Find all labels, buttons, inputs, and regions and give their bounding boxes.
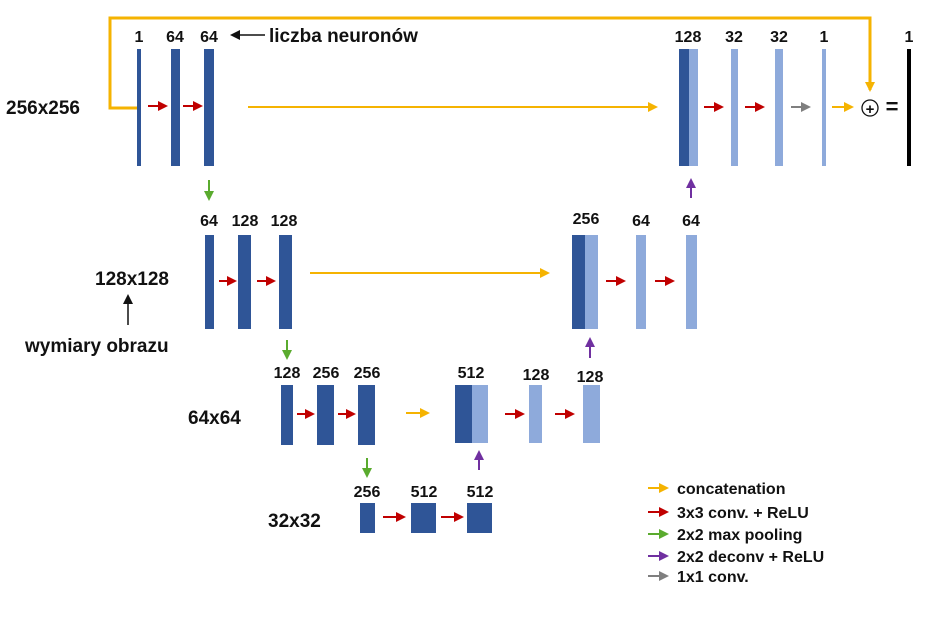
level-1-size-label: 256x256 [6, 98, 80, 119]
l4-channel-2: 512 [411, 484, 438, 501]
l1-enc-block-1 [137, 49, 141, 166]
level-2-size-label: 128x128 [95, 269, 169, 290]
l1-dec-channel-1: 128 [675, 29, 702, 46]
output-block [907, 49, 911, 166]
l1-dec-block-4 [822, 49, 826, 166]
neuron-count-note: liczba neuronów [269, 26, 418, 47]
l1-dec-channel-3: 32 [770, 29, 788, 46]
l2-enc-block-2 [238, 235, 251, 329]
l2-enc-block-3 [279, 235, 292, 329]
l2-dec-concat-light [585, 235, 598, 329]
legend: concatenation 3x3 conv. + ReLU 2x2 max p… [648, 481, 824, 586]
l1-dec-concat-light [689, 49, 698, 166]
l1-enc-block-2 [171, 49, 180, 166]
legend-pool-label: 2x2 max pooling [677, 527, 802, 544]
equals-sign: = [886, 94, 899, 119]
l4-block-1 [360, 503, 375, 533]
l2-dec-channel-2: 64 [632, 213, 650, 230]
l3-dec-concat-light [472, 385, 488, 443]
l2-dec-concat-dark [572, 235, 585, 329]
l3-dec-concat-dark [455, 385, 472, 443]
l4-block-2 [411, 503, 436, 533]
l1-dec-channel-4: 1 [820, 29, 829, 46]
residual-skip-arrow [108, 16, 875, 110]
l1-enc-channel-3: 64 [200, 29, 218, 46]
level-3-size-label: 64x64 [188, 408, 241, 429]
l2-enc-channel-1: 64 [200, 213, 218, 230]
l2-dec-channel-1: 256 [573, 211, 600, 228]
l2-enc-block-1 [205, 235, 214, 329]
legend-conv-label: 3x3 conv. + ReLU [677, 505, 809, 522]
l4-block-3 [467, 503, 492, 533]
l1-dec-block-3 [775, 49, 783, 166]
l3-dec-block-3 [583, 385, 600, 443]
l3-dec-channel-3: 128 [577, 369, 604, 386]
add-operator-icon: + [861, 99, 879, 118]
plus-sign: + [866, 101, 875, 118]
l3-enc-block-3 [358, 385, 375, 445]
l1-dec-concat-dark [679, 49, 689, 166]
l2-dec-channel-3: 64 [682, 213, 700, 230]
l2-enc-channel-3: 128 [271, 213, 298, 230]
legend-1x1-label: 1x1 conv. [677, 569, 749, 586]
l3-enc-channel-3: 256 [354, 365, 381, 382]
l3-dec-block-2 [529, 385, 542, 443]
l3-dec-channel-1: 512 [458, 365, 485, 382]
l1-enc-block-3 [204, 49, 214, 166]
l2-dec-block-3 [686, 235, 697, 329]
l2-dec-block-2 [636, 235, 646, 329]
l3-enc-channel-2: 256 [313, 365, 340, 382]
image-dims-note: wymiary obrazu [24, 336, 169, 357]
l4-channel-1: 256 [354, 484, 381, 501]
l1-enc-channel-1: 1 [135, 29, 144, 46]
l3-enc-channel-1: 128 [274, 365, 301, 382]
legend-concat-label: concatenation [677, 481, 785, 498]
l3-enc-block-2 [317, 385, 334, 445]
l1-dec-block-2 [731, 49, 738, 166]
l1-enc-channel-2: 64 [166, 29, 184, 46]
l4-channel-3: 512 [467, 484, 494, 501]
output-channel: 1 [905, 29, 914, 46]
l3-dec-channel-2: 128 [523, 367, 550, 384]
level-4-size-label: 32x32 [268, 511, 321, 532]
l3-enc-block-1 [281, 385, 293, 445]
l2-enc-channel-2: 128 [232, 213, 259, 230]
l1-dec-channel-2: 32 [725, 29, 743, 46]
legend-deconv-label: 2x2 deconv + ReLU [677, 549, 824, 566]
